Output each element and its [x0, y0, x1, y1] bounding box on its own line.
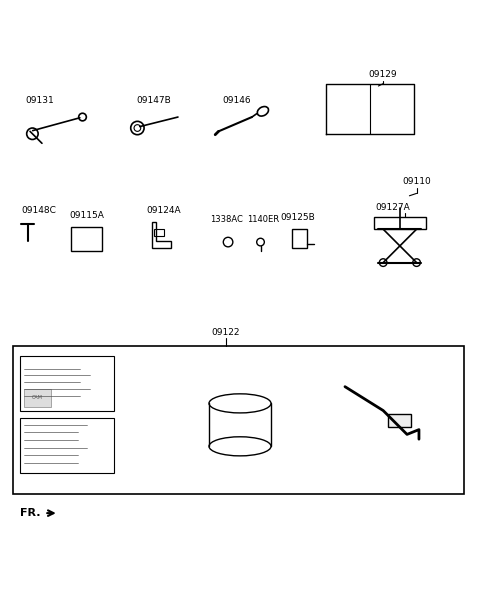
- Text: 09127A: 09127A: [375, 204, 410, 213]
- Text: 09115A: 09115A: [69, 211, 104, 220]
- Text: 09125B: 09125B: [280, 213, 315, 222]
- FancyBboxPatch shape: [24, 388, 50, 407]
- Bar: [292, 229, 307, 248]
- Text: 09129: 09129: [369, 70, 397, 79]
- Text: 09146: 09146: [222, 96, 251, 105]
- Text: 09147B: 09147B: [137, 96, 171, 105]
- Bar: [373, 217, 426, 229]
- Text: 09131: 09131: [25, 96, 54, 105]
- Text: FR.: FR.: [21, 508, 41, 518]
- Text: 1338AC: 1338AC: [210, 215, 243, 224]
- FancyBboxPatch shape: [388, 414, 411, 427]
- Text: 09110: 09110: [402, 177, 431, 186]
- Text: CAM: CAM: [32, 395, 43, 400]
- Text: 09122: 09122: [211, 327, 240, 337]
- Text: 1140ER: 1140ER: [247, 215, 279, 224]
- Text: 09124A: 09124A: [146, 206, 181, 215]
- Text: 09148C: 09148C: [22, 206, 56, 215]
